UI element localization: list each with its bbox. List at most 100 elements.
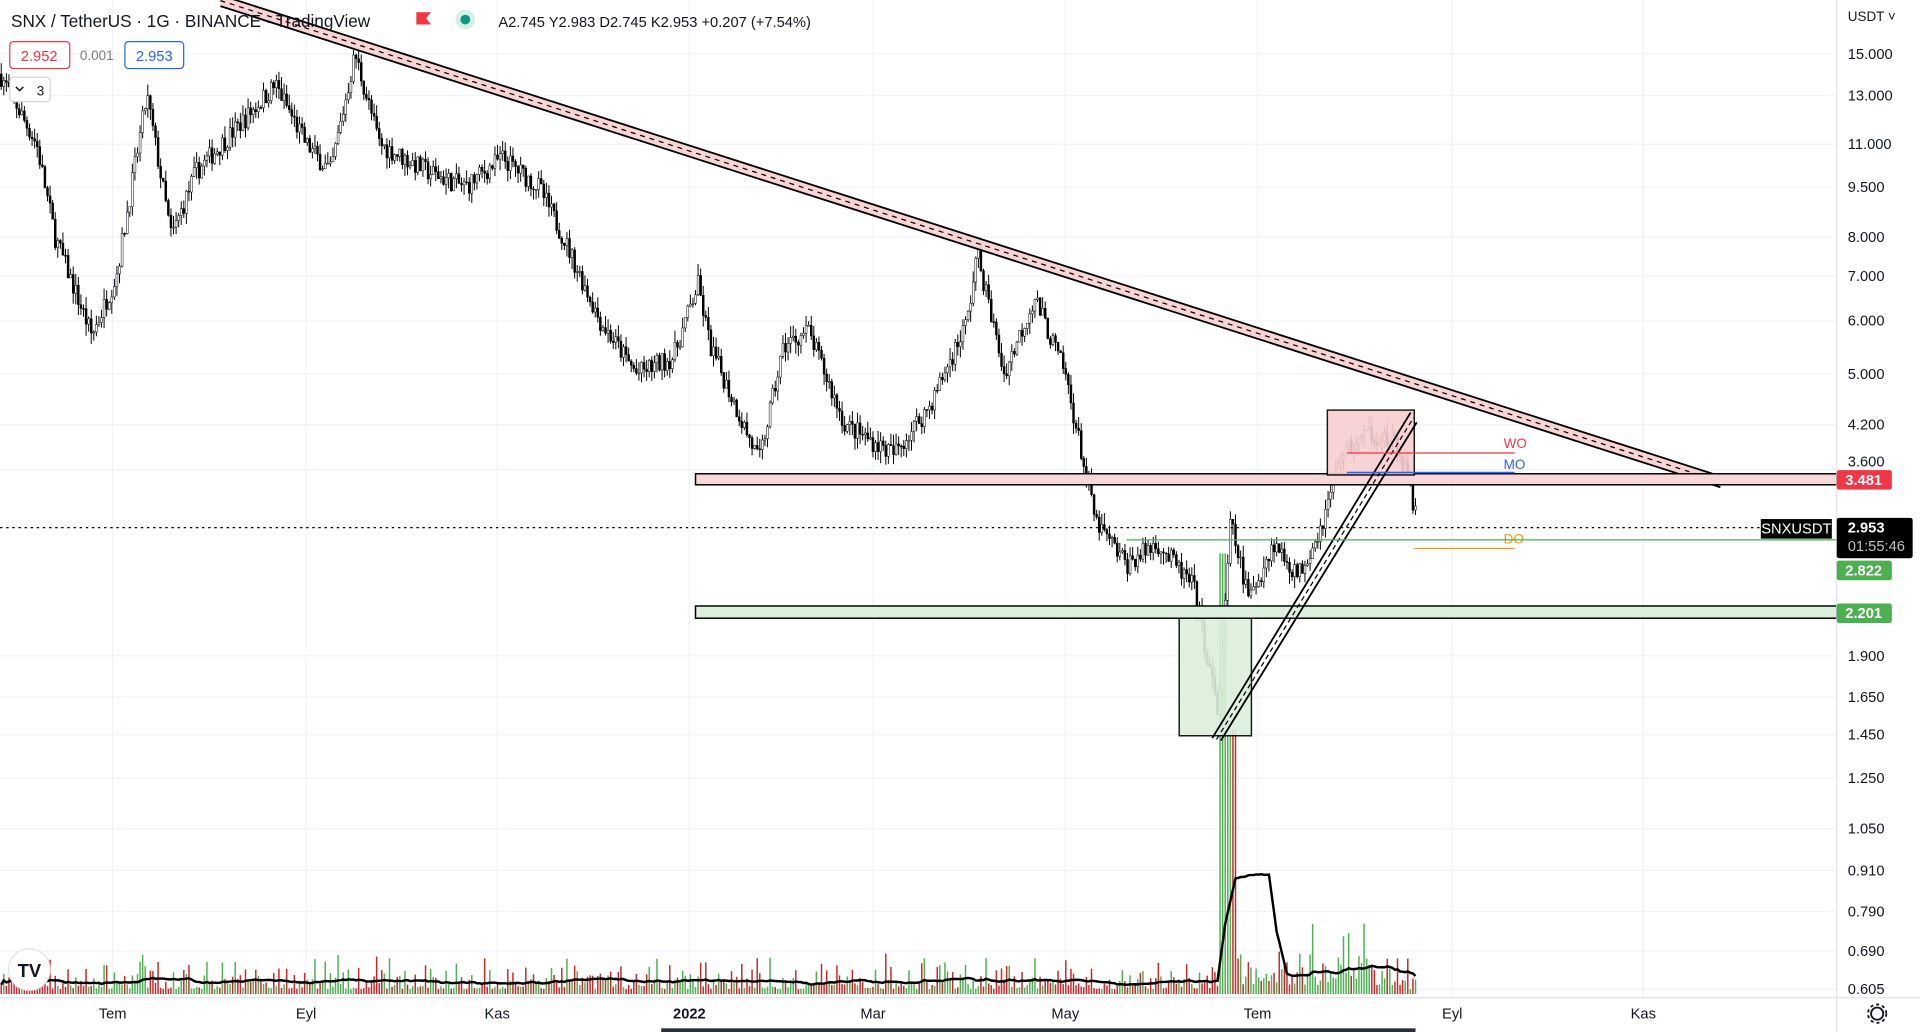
tradingview-logo[interactable]: TV xyxy=(7,948,51,991)
volume-bar xyxy=(687,989,689,995)
flag-icon[interactable] xyxy=(416,12,432,25)
volume-bar xyxy=(409,989,411,995)
sell-button[interactable] xyxy=(9,41,71,70)
candle-body xyxy=(972,281,975,304)
time-scrollbar[interactable] xyxy=(661,1028,1416,1032)
price-tick: 11.000 xyxy=(1848,137,1892,153)
candle-body xyxy=(925,409,929,411)
volume-bar xyxy=(607,975,609,995)
volume-bar xyxy=(1155,977,1157,995)
volume-bar xyxy=(674,979,676,995)
volume-bar xyxy=(761,987,764,995)
candle-body xyxy=(771,388,774,404)
candle-body xyxy=(768,402,772,427)
candle-body xyxy=(1072,402,1075,424)
candle-body xyxy=(825,373,828,383)
price-tick: 15.000 xyxy=(1848,47,1893,63)
candle-body xyxy=(354,54,358,60)
price-tick: 1.450 xyxy=(1848,728,1885,744)
volume-bar xyxy=(334,977,337,995)
candle-body xyxy=(712,346,715,357)
candle-body xyxy=(375,115,378,129)
volume-bar xyxy=(725,983,728,995)
symbol-title[interactable]: SNX / TetherUS · 1G · BINANCE · TradingV… xyxy=(11,11,371,31)
candle-body xyxy=(534,189,538,191)
volume-bar xyxy=(1273,972,1275,995)
currency-selector[interactable]: USDT ˅ xyxy=(1848,9,1896,24)
volume-bar xyxy=(807,983,810,995)
candle-body xyxy=(650,360,654,372)
candle-body xyxy=(1002,366,1006,375)
volume-bar xyxy=(1270,975,1273,995)
buy-button[interactable] xyxy=(124,41,185,70)
candle-body xyxy=(593,307,597,313)
candle-body xyxy=(727,379,731,398)
volume-bar xyxy=(360,989,362,995)
volume-bar xyxy=(782,977,784,995)
candle-body xyxy=(753,445,756,449)
volume-bar xyxy=(1198,972,1201,995)
volume-bar xyxy=(175,988,177,995)
candle-body xyxy=(164,180,168,201)
volume-bar xyxy=(141,954,144,995)
candle-body xyxy=(738,416,741,422)
candle-body xyxy=(1144,543,1147,556)
volume-bar xyxy=(1329,972,1332,995)
candle-body xyxy=(1115,542,1119,557)
candle-body xyxy=(43,166,47,188)
volume-bar xyxy=(46,986,49,995)
descending-trendline[interactable] xyxy=(220,0,1721,489)
volume-bar xyxy=(363,988,365,995)
candle-body xyxy=(1288,561,1291,573)
candle-body xyxy=(408,165,412,168)
candle-body xyxy=(141,110,144,133)
volume-bar xyxy=(373,976,375,995)
rising-channel[interactable] xyxy=(1211,412,1418,742)
candle-body xyxy=(290,109,294,117)
volume-bar xyxy=(733,983,735,995)
candle-body xyxy=(1146,545,1150,556)
candle-body xyxy=(578,271,582,273)
support-zone[interactable] xyxy=(694,605,1838,619)
candle-body xyxy=(300,123,304,128)
volume-bar xyxy=(1085,976,1088,995)
candle-body xyxy=(318,153,322,170)
indicators-toggle[interactable] xyxy=(9,76,51,103)
volume-bar xyxy=(1319,980,1322,995)
candle-body xyxy=(532,188,535,191)
volume-bar xyxy=(388,958,391,995)
bottom-box[interactable] xyxy=(1178,617,1253,737)
volume-bar xyxy=(926,981,928,995)
settings-gear-icon[interactable] xyxy=(1867,1003,1888,1024)
volume-bar xyxy=(329,973,332,995)
price-tick: 1.900 xyxy=(1848,649,1885,665)
volume-bar xyxy=(1401,979,1404,995)
candle-body xyxy=(961,325,965,343)
candle-body xyxy=(390,146,394,161)
resistance-zone[interactable] xyxy=(694,473,1838,486)
price-tick: 0.910 xyxy=(1848,863,1885,879)
candle-body xyxy=(277,80,281,89)
candle-body xyxy=(1265,558,1268,569)
volume-bar xyxy=(357,968,360,995)
top-box[interactable] xyxy=(1326,409,1416,476)
candle-body xyxy=(1149,545,1152,553)
volume-bar xyxy=(216,986,218,995)
candle-body xyxy=(583,285,587,291)
candle-body xyxy=(66,255,70,279)
volume-bar xyxy=(769,957,771,995)
volume-bar xyxy=(625,989,627,995)
volume-bar xyxy=(1188,978,1190,995)
candle-body xyxy=(635,368,638,374)
volume-bar xyxy=(861,982,864,995)
candle-body xyxy=(110,296,114,303)
candle-body xyxy=(943,372,947,381)
volume-bar xyxy=(455,963,458,995)
candle-body xyxy=(460,183,463,186)
volume-bar xyxy=(247,979,249,995)
candle-body xyxy=(293,115,296,118)
candle-body xyxy=(1008,361,1011,377)
time-axis[interactable]: Tem Eyl Kas 2022 Mar May Tem Eyl Kas xyxy=(99,1007,1656,1023)
price-axis[interactable]: 15.000 13.000 11.000 9.500 8.000 7.000 6.000 5.… xyxy=(1848,47,1893,998)
